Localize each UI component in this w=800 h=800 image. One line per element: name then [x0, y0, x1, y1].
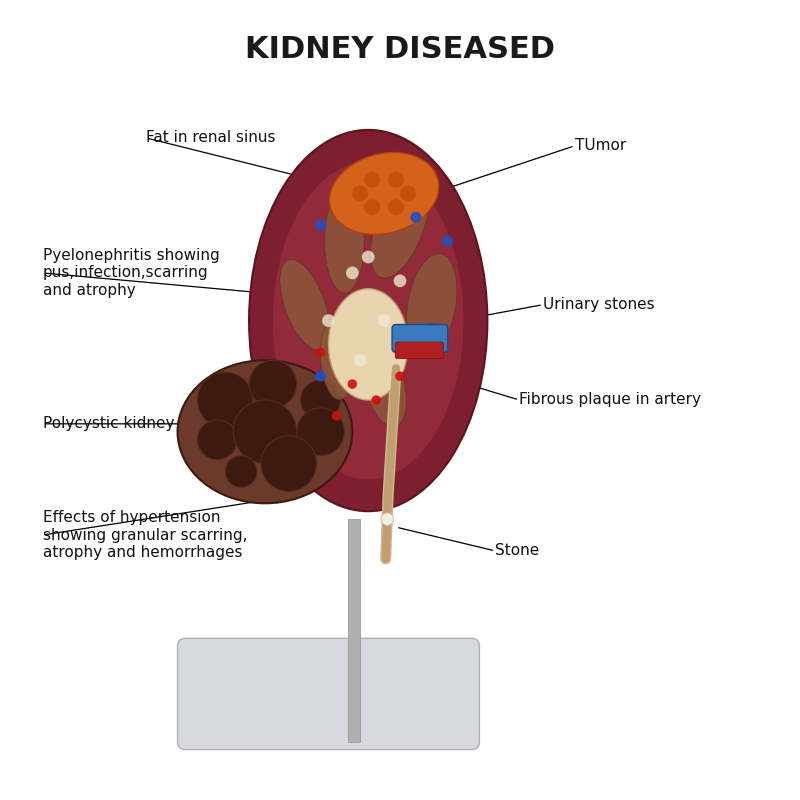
- Circle shape: [347, 379, 357, 389]
- Ellipse shape: [249, 130, 487, 511]
- Circle shape: [394, 274, 406, 287]
- FancyBboxPatch shape: [178, 638, 479, 750]
- Circle shape: [410, 330, 422, 342]
- Ellipse shape: [325, 190, 364, 293]
- Circle shape: [301, 380, 341, 420]
- Circle shape: [332, 411, 342, 421]
- Circle shape: [322, 314, 335, 327]
- Text: Polycystic kidney: Polycystic kidney: [42, 416, 174, 431]
- Text: TUmor: TUmor: [574, 138, 626, 154]
- Circle shape: [388, 172, 404, 188]
- Ellipse shape: [362, 342, 406, 426]
- Circle shape: [316, 347, 326, 357]
- Circle shape: [315, 370, 326, 382]
- Circle shape: [400, 186, 416, 202]
- Text: Fibrous plaque in artery: Fibrous plaque in artery: [519, 393, 701, 407]
- Text: Effects of hypertension
showing granular scarring,
atrophy and hemorrhages: Effects of hypertension showing granular…: [42, 510, 247, 560]
- Circle shape: [346, 266, 358, 279]
- Ellipse shape: [178, 360, 352, 503]
- Ellipse shape: [273, 162, 463, 479]
- Circle shape: [442, 235, 454, 246]
- Text: Fat in renal sinus: Fat in renal sinus: [146, 130, 275, 146]
- Ellipse shape: [370, 172, 430, 278]
- Ellipse shape: [406, 254, 457, 356]
- Circle shape: [198, 420, 237, 459]
- Circle shape: [364, 199, 380, 215]
- Circle shape: [378, 314, 390, 327]
- Circle shape: [354, 354, 366, 366]
- Ellipse shape: [329, 289, 408, 400]
- Bar: [348, 519, 360, 742]
- Circle shape: [426, 323, 438, 334]
- Ellipse shape: [330, 153, 439, 234]
- FancyBboxPatch shape: [392, 325, 448, 352]
- Circle shape: [233, 400, 297, 463]
- Circle shape: [352, 186, 368, 202]
- Circle shape: [315, 220, 326, 230]
- Circle shape: [395, 371, 405, 381]
- Circle shape: [371, 395, 381, 405]
- FancyBboxPatch shape: [395, 342, 444, 358]
- Circle shape: [362, 250, 374, 263]
- Ellipse shape: [320, 321, 353, 400]
- Circle shape: [249, 360, 297, 408]
- Circle shape: [410, 212, 422, 223]
- Text: Urinary stones: Urinary stones: [543, 297, 654, 312]
- Circle shape: [388, 199, 404, 215]
- Circle shape: [381, 513, 394, 526]
- Text: Pyelonephritis showing
pus,infection,scarring
and atrophy: Pyelonephritis showing pus,infection,sca…: [42, 248, 219, 298]
- Circle shape: [226, 456, 257, 487]
- Ellipse shape: [280, 259, 330, 350]
- Circle shape: [297, 408, 344, 456]
- Text: KIDNEY DISEASED: KIDNEY DISEASED: [245, 34, 555, 63]
- Circle shape: [261, 436, 317, 491]
- Circle shape: [198, 372, 253, 428]
- Circle shape: [364, 172, 380, 188]
- Text: Stone: Stone: [495, 543, 539, 558]
